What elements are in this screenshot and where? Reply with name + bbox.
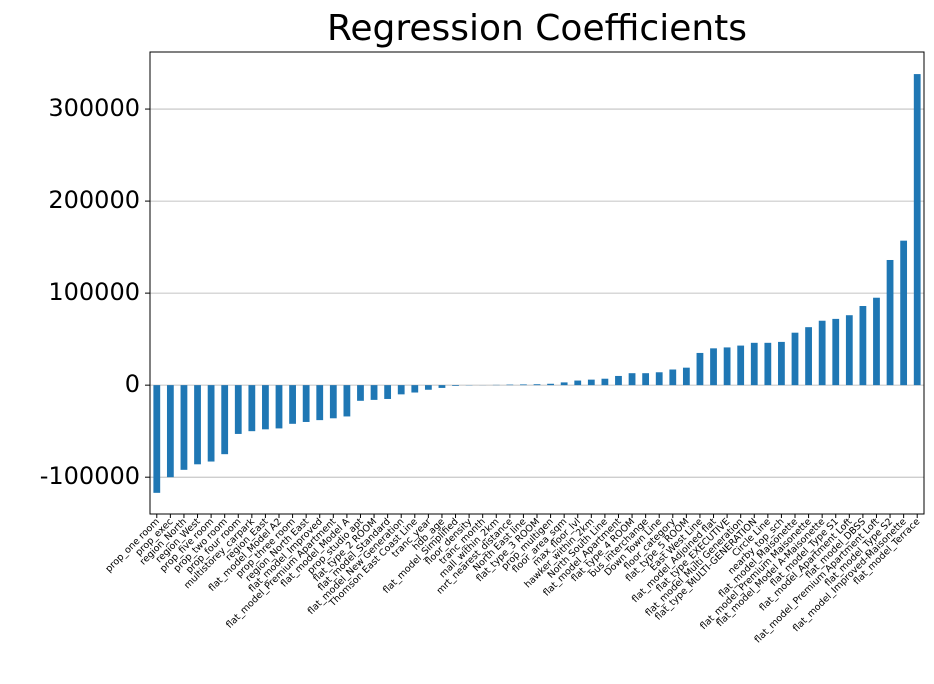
- y-tick-label: 0: [125, 370, 140, 398]
- bar: [329, 385, 337, 419]
- bar: [818, 320, 826, 386]
- bar: [180, 385, 188, 470]
- bar: [859, 306, 867, 386]
- bar: [384, 385, 392, 399]
- y-tick-label: 300000: [48, 94, 140, 122]
- bar: [262, 385, 269, 430]
- bar: [166, 385, 174, 478]
- bar: [791, 332, 799, 386]
- bar: [506, 384, 514, 386]
- bar: [357, 385, 364, 401]
- bar: [452, 385, 459, 386]
- bar: [655, 372, 663, 386]
- bar: [642, 373, 650, 386]
- bar: [845, 315, 853, 386]
- bar: [560, 382, 568, 386]
- bar: [370, 385, 378, 400]
- bar: [234, 385, 242, 434]
- bar: [900, 240, 908, 386]
- bar: [248, 385, 256, 432]
- bar: [886, 259, 894, 386]
- bar: [221, 385, 229, 455]
- bar: [316, 385, 324, 421]
- bar: [710, 348, 717, 386]
- bar: [153, 385, 161, 493]
- bar: [737, 345, 745, 386]
- bar: [207, 385, 215, 462]
- y-tick-label: 100000: [48, 278, 140, 306]
- bar: [574, 380, 582, 386]
- bar: [615, 375, 622, 386]
- bar: [764, 342, 772, 386]
- bar: [520, 384, 527, 386]
- bar: [913, 74, 921, 386]
- y-tick-label: -100000: [40, 462, 140, 490]
- bar: [669, 369, 677, 386]
- axes-frame: [149, 51, 925, 515]
- bar: [682, 367, 690, 386]
- bar: [424, 385, 432, 390]
- bar: [411, 385, 419, 393]
- bar: [723, 347, 731, 386]
- chart-title: Regression Coefficients: [327, 8, 747, 49]
- bar: [587, 379, 595, 386]
- bar: [696, 352, 704, 386]
- y-tick-label: 200000: [48, 186, 140, 214]
- bar: [750, 342, 758, 386]
- bar: [397, 385, 405, 395]
- bar: [873, 297, 880, 386]
- bar: [832, 318, 840, 386]
- bar: [289, 385, 296, 424]
- bar: [302, 385, 310, 422]
- bar: [601, 378, 609, 386]
- bar: [628, 373, 636, 386]
- bar: [805, 327, 812, 386]
- bar: [438, 385, 446, 388]
- bar: [547, 383, 554, 386]
- bar: [533, 384, 541, 386]
- bar: [194, 385, 201, 465]
- bar: [778, 341, 785, 386]
- bar: [343, 385, 351, 417]
- bar: [275, 385, 283, 429]
